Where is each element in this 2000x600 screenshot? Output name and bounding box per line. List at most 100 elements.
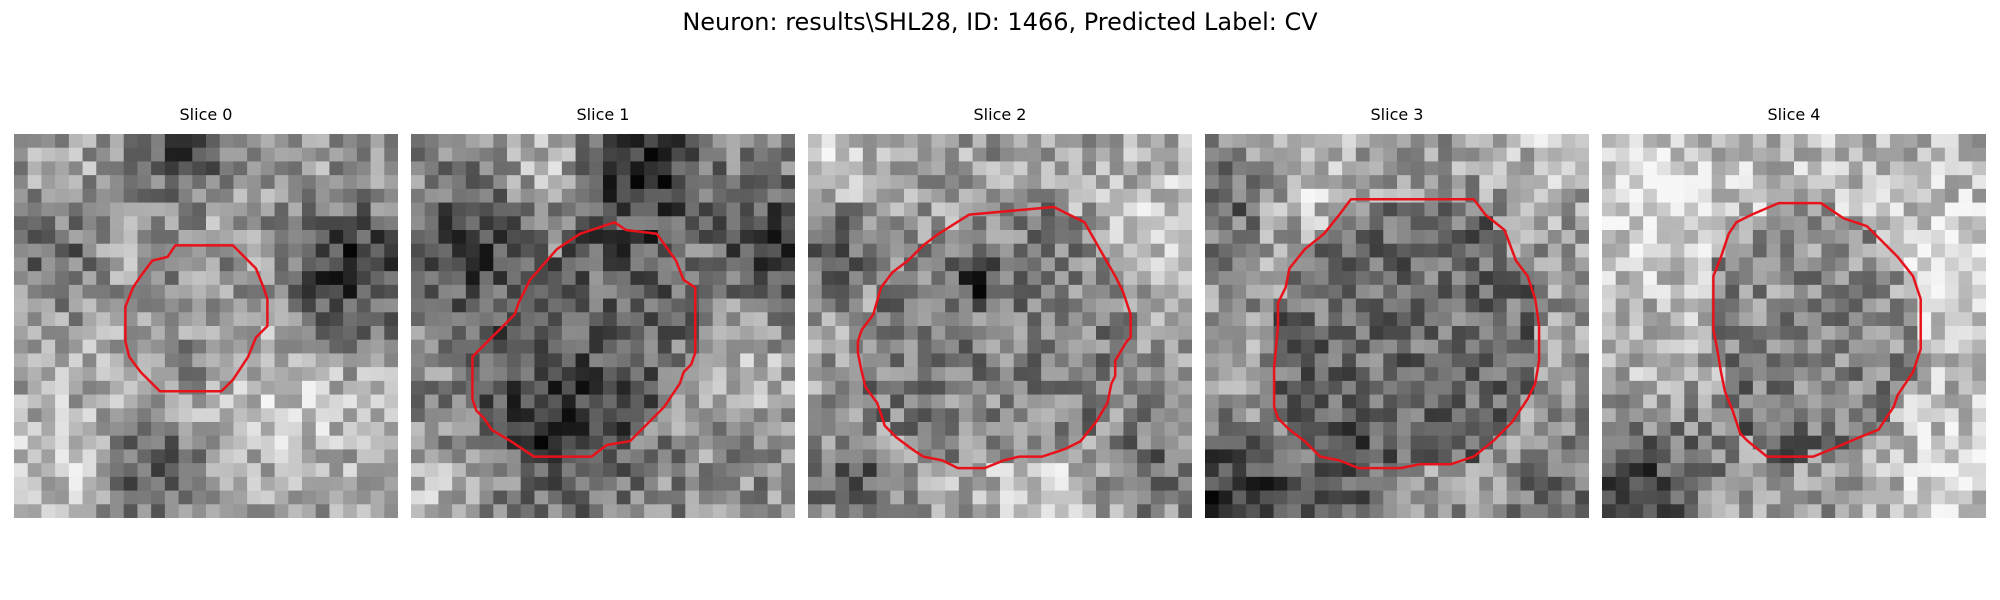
image-pixel [1054,339,1070,355]
image-pixel [520,243,536,259]
image-pixel [835,408,850,423]
image-pixel [315,422,331,437]
image-pixel [1794,271,1809,286]
image-pixel [1629,161,1644,176]
image-pixel [1000,339,1015,355]
image-pixel [288,435,303,451]
image-pixel [1451,463,1467,478]
image-pixel [616,298,632,313]
image-pixel [1369,271,1384,286]
image-pixel [917,161,933,176]
image-pixel [1739,230,1754,245]
image-pixel [657,312,673,327]
image-pixel [1218,353,1234,368]
image-pixel [151,271,166,286]
image-pixel [862,449,878,464]
image-pixel [274,271,289,286]
image-pixel [1862,339,1877,355]
image-pixel [82,463,97,478]
image-pixel [1041,422,1056,437]
image-pixel [1807,161,1823,176]
image-pixel [1684,449,1699,464]
image-pixel [1301,298,1316,313]
image-pixel [1355,257,1371,272]
image-pixel [699,463,714,478]
image-pixel [740,175,755,190]
image-pixel [1041,408,1056,423]
image-pixel [931,422,946,437]
image-pixel [192,353,207,368]
image-pixel [1725,476,1740,492]
image-pixel [1903,134,1919,149]
image-pixel [1534,339,1549,355]
image-pixel [1602,394,1617,409]
image-pixel [589,271,604,286]
image-pixel [1520,339,1535,355]
image-pixel [178,380,193,396]
image-pixel [96,134,111,149]
image-pixel [1342,257,1357,272]
image-pixel [1355,380,1371,396]
image-pixel [1615,216,1631,231]
image-pixel [151,476,166,492]
image-pixel [1862,202,1877,217]
image-pixel [781,257,795,272]
image-pixel [1273,353,1288,368]
image-pixel [603,463,618,478]
image-pixel [274,175,289,190]
image-pixel [1615,476,1631,492]
image-pixel [945,490,960,505]
image-pixel [1013,422,1029,437]
image-pixel [712,134,728,149]
image-pixel [1013,188,1029,204]
image-pixel [958,504,974,518]
image-pixel [1301,175,1316,190]
image-pixel [699,161,714,176]
image-pixel [164,298,180,313]
image-pixel [1493,175,1508,190]
image-pixel [753,216,769,231]
image-pixel [1383,422,1398,437]
image-pixel [740,367,755,382]
image-pixel [1506,394,1522,409]
image-pixel [603,490,618,505]
image-pixel [931,339,946,355]
image-pixel [260,504,276,518]
image-pixel [1766,490,1781,505]
image-pixel [206,257,221,272]
image-pixel [1301,353,1316,368]
image-pixel [1575,422,1589,437]
image-pixel [123,202,139,217]
image-pixel [1096,422,1111,437]
image-pixel [603,284,618,300]
image-pixel [917,380,933,396]
image-pixel [1259,243,1275,259]
image-pixel [1876,312,1891,327]
image-pixel [958,271,974,286]
image-pixel [206,216,221,231]
image-pixel [68,175,84,190]
image-pixel [1807,394,1823,409]
image-pixel [1903,463,1919,478]
image-pixel [288,202,303,217]
image-pixel [1931,353,1946,368]
image-pixel [1205,367,1220,382]
image-pixel [137,504,152,518]
image-pixel [1287,339,1302,355]
image-pixel [1958,380,1973,396]
image-pixel [849,380,864,396]
image-pixel [1096,188,1111,204]
image-pixel [1041,147,1056,163]
image-pixel [1506,271,1522,286]
image-pixel [260,422,276,437]
image-pixel [1725,490,1740,505]
image-pixel [507,422,522,437]
image-pixel [808,394,823,409]
image-pixel [1451,134,1467,149]
image-pixel [329,422,344,437]
image-pixel [110,312,125,327]
image-pixel [986,188,1001,204]
image-pixel [1520,298,1535,313]
image-pixel [370,367,385,382]
image-pixel [821,271,837,286]
